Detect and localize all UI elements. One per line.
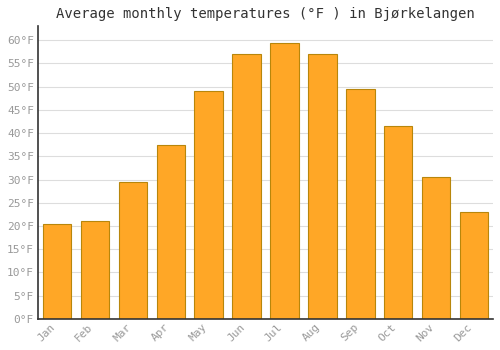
Bar (81, 221, 109, 319)
Bar (194, 91, 223, 319)
Bar (346, 89, 374, 319)
Bar (118, 182, 147, 319)
Bar (232, 54, 261, 319)
Bar (270, 43, 299, 319)
Bar (422, 177, 450, 319)
Bar (43, 224, 72, 319)
Bar (308, 54, 336, 319)
Bar (460, 212, 488, 319)
Title: Average monthly temperatures (°F ) in Bjørkelangen: Average monthly temperatures (°F ) in Bj… (56, 7, 475, 21)
Bar (384, 126, 412, 319)
Bar (156, 145, 185, 319)
